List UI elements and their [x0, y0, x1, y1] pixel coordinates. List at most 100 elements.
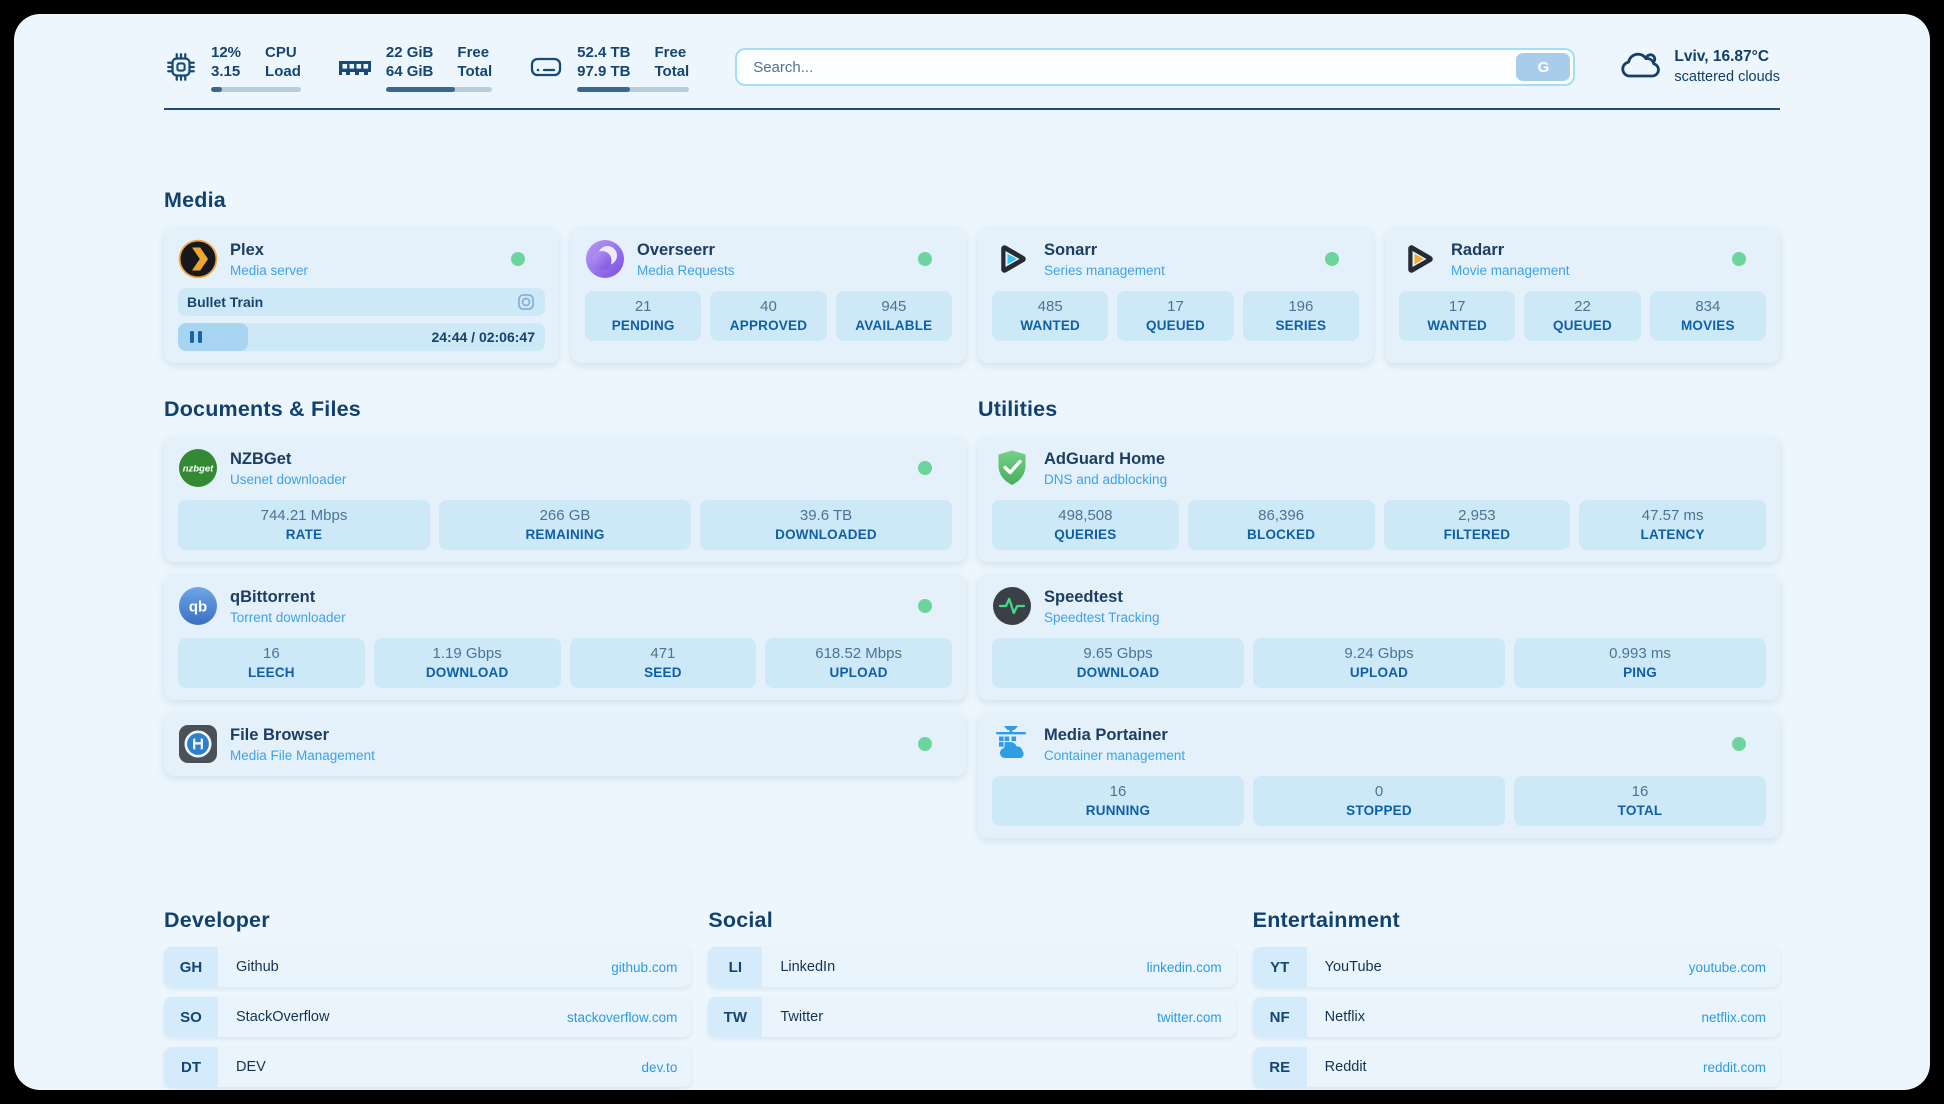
- bookmark-reddit[interactable]: RE Reddit reddit.com: [1252, 1047, 1780, 1087]
- bookmark-url: stackoverflow.com: [567, 1009, 678, 1025]
- bookmark-name: LinkedIn: [780, 959, 836, 975]
- bookmark-abbr-badge: NF: [1252, 997, 1307, 1037]
- bookmark-url: twitter.com: [1157, 1009, 1222, 1025]
- now-playing-title: Bullet Train: [187, 294, 264, 310]
- app-card-speedtest[interactable]: Speedtest Speedtest Tracking 9.65 Gbps D…: [978, 574, 1780, 700]
- google-search-button[interactable]: G: [1516, 53, 1571, 81]
- search-bar: G: [735, 48, 1576, 86]
- app-subtitle: Media File Management: [230, 747, 375, 763]
- bookmark-name: StackOverflow: [236, 1009, 330, 1025]
- bookmark-group-developer: Developer GH Github github.com SO StackO…: [164, 908, 692, 1087]
- stat-pill: 47.57 ms LATENCY: [1579, 500, 1766, 550]
- search-input[interactable]: [735, 48, 1576, 86]
- bookmark-dev[interactable]: DT DEV dev.to: [164, 1047, 692, 1087]
- stat-pill: 17 QUEUED: [1117, 291, 1234, 341]
- bookmark-github[interactable]: GH Github github.com: [164, 947, 692, 987]
- portainer-icon: [992, 724, 1032, 764]
- pause-icon: [190, 331, 202, 343]
- app-subtitle: Media server: [230, 262, 309, 278]
- app-card-overseerr[interactable]: Overseerr Media Requests 21 PENDING 40 A…: [571, 227, 966, 363]
- playback-progress-bar: 24:44 / 02:06:47: [178, 323, 545, 351]
- bookmark-name: Netflix: [1324, 1009, 1365, 1025]
- now-playing-row: Bullet Train: [178, 288, 545, 316]
- section-title-developer: Developer: [164, 908, 270, 932]
- bookmark-abbr-badge: RE: [1252, 1047, 1307, 1087]
- app-card-adguard[interactable]: AdGuard Home DNS and adblocking 498,508 …: [978, 436, 1780, 562]
- cpu-load-label: Load: [265, 63, 301, 80]
- cpu-load-value: 3.15: [211, 63, 241, 80]
- online-status-dot: [918, 461, 932, 475]
- dashboard-page: 12% 3.15 CPU Load: [14, 14, 1930, 1090]
- weather-widget: Lviv, 16.87°C scattered clouds: [1617, 47, 1780, 88]
- memory-total-value: 64 GiB: [385, 63, 434, 80]
- bookmark-name: DEV: [236, 1059, 266, 1075]
- bookmark-youtube[interactable]: YT YouTube youtube.com: [1252, 947, 1780, 987]
- now-playing-settings-icon[interactable]: [516, 292, 536, 312]
- stat-pill: 498,508 QUERIES: [992, 500, 1179, 550]
- disk-progress-bar: [577, 86, 690, 92]
- online-status-dot: [1732, 252, 1746, 266]
- stat-pill: 834 MOVIES: [1649, 291, 1766, 341]
- app-name: File Browser: [230, 725, 330, 744]
- stat-pill: 9.24 Gbps UPLOAD: [1253, 638, 1505, 688]
- stat-pill: 945 AVAILABLE: [835, 291, 952, 341]
- online-status-dot: [511, 252, 525, 266]
- app-name: Plex: [230, 240, 264, 259]
- app-name: Radarr: [1451, 240, 1505, 259]
- disk-free-value: 52.4 TB: [577, 43, 631, 61]
- section-title-social: Social: [708, 908, 773, 932]
- bookmark-stackoverflow[interactable]: SO StackOverflow stackoverflow.com: [164, 997, 692, 1037]
- app-card-plex[interactable]: Plex Media server Bullet Train: [164, 227, 559, 363]
- cpu-usage-label: CPU: [265, 43, 297, 61]
- app-card-qbittorrent[interactable]: qb qBittorrent Torrent downloader 16 LEE…: [164, 574, 966, 700]
- bookmark-name: Twitter: [780, 1009, 824, 1025]
- adguard-icon: [992, 448, 1032, 488]
- weather-condition: scattered clouds: [1674, 68, 1780, 85]
- cloud-icon: [1617, 47, 1661, 88]
- app-name: AdGuard Home: [1044, 449, 1166, 468]
- memory-total-label: Total: [457, 63, 493, 80]
- app-name: Speedtest: [1044, 587, 1123, 606]
- section-title-utilities: Utilities: [978, 397, 1058, 421]
- stat-pill: 22 QUEUED: [1524, 291, 1641, 341]
- bookmark-url: dev.to: [641, 1059, 678, 1075]
- stat-pill: 16 RUNNING: [992, 776, 1244, 826]
- app-subtitle: Container management: [1044, 747, 1186, 763]
- app-name: Overseerr: [637, 240, 715, 259]
- bookmark-abbr-badge: YT: [1252, 947, 1307, 987]
- bookmark-abbr-badge: LI: [708, 947, 763, 987]
- app-card-radarr[interactable]: Radarr Movie management 17 WANTED 22 QUE…: [1385, 227, 1780, 363]
- app-subtitle: Media Requests: [637, 262, 735, 278]
- app-subtitle: Movie management: [1451, 262, 1570, 278]
- stat-pill: 16 LEECH: [178, 638, 365, 688]
- bookmark-linkedin[interactable]: LI LinkedIn linkedin.com: [708, 947, 1236, 987]
- stat-pill: 16 TOTAL: [1514, 776, 1766, 826]
- bookmark-twitter[interactable]: TW Twitter twitter.com: [708, 997, 1236, 1037]
- online-status-dot: [1732, 737, 1746, 751]
- cpu-progress-bar: [211, 86, 301, 92]
- app-card-sonarr[interactable]: Sonarr Series management 485 WANTED 17 Q…: [978, 227, 1373, 363]
- bookmark-netflix[interactable]: NF Netflix netflix.com: [1252, 997, 1780, 1037]
- app-subtitle: DNS and adblocking: [1044, 471, 1168, 487]
- bookmark-abbr-badge: GH: [164, 947, 218, 987]
- memory-free-value: 22 GiB: [385, 43, 434, 61]
- stat-pill: 0 STOPPED: [1253, 776, 1505, 826]
- header-divider: [164, 108, 1780, 110]
- bookmark-name: Reddit: [1324, 1059, 1367, 1075]
- online-status-dot: [918, 599, 932, 613]
- svg-text:qb: qb: [189, 599, 207, 616]
- section-documents: Documents & Files nzbget NZBGet U: [164, 397, 966, 838]
- app-card-portainer[interactable]: Media Portainer Container management 16 …: [978, 712, 1780, 838]
- app-card-filebrowser[interactable]: File Browser Media File Management: [164, 712, 966, 776]
- cpu-stat-widget: 12% 3.15 CPU Load: [164, 43, 301, 92]
- section-title-entertainment: Entertainment: [1252, 908, 1400, 932]
- filebrowser-icon: [178, 724, 218, 764]
- bookmark-name: YouTube: [1324, 959, 1382, 975]
- stat-pill: 21 PENDING: [585, 291, 702, 341]
- app-subtitle: Speedtest Tracking: [1044, 609, 1160, 625]
- app-card-nzbget[interactable]: nzbget NZBGet Usenet downloader 744.21 M…: [164, 436, 966, 562]
- online-status-dot: [1325, 252, 1339, 266]
- system-stats: 12% 3.15 CPU Load: [164, 43, 690, 92]
- stat-pill: 266 GB REMAINING: [439, 500, 691, 550]
- memory-free-label: Free: [457, 43, 490, 61]
